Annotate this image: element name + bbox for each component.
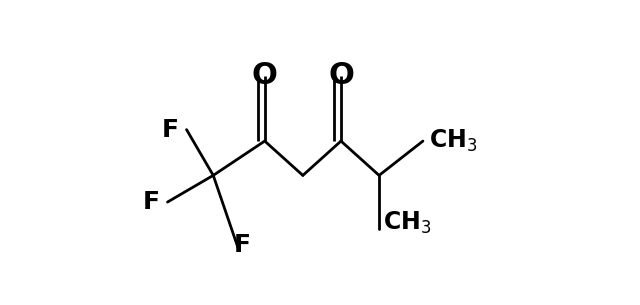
Text: F: F <box>162 118 179 142</box>
Text: CH$_3$: CH$_3$ <box>383 210 431 236</box>
Text: F: F <box>234 233 250 257</box>
Text: CH$_3$: CH$_3$ <box>429 128 477 154</box>
Text: F: F <box>143 190 160 214</box>
Text: O: O <box>252 61 278 90</box>
Text: O: O <box>328 61 354 90</box>
